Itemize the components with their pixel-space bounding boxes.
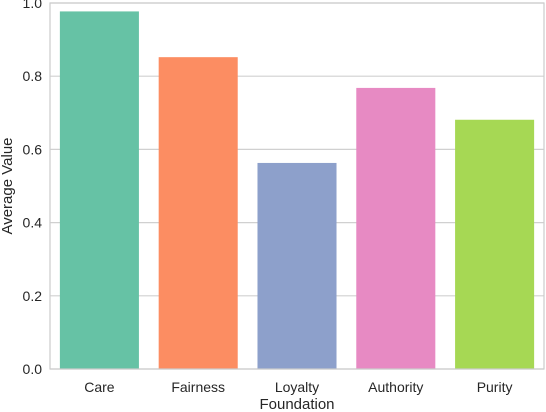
y-tick-label: 0.4 [23,215,43,231]
x-tick-labels: Care Fairness Loyalty Authority Purity [84,379,512,395]
y-tick-label: 0.2 [23,288,43,304]
plot-frame [49,2,545,370]
y-axis-title: Average Value [0,137,16,234]
bars [59,11,535,370]
x-tick-label: Fairness [171,379,225,395]
bar-loyalty [257,162,337,369]
x-axis-title: Foundation [259,396,334,412]
bar-purity [455,119,535,369]
x-tick-label: Authority [368,379,423,395]
x-tick-label: Loyalty [275,379,319,395]
bar-care [59,11,139,370]
x-tick-label: Purity [477,379,513,395]
y-tick-label: 0.0 [23,361,43,377]
bar-fairness [158,57,238,369]
y-tick-labels: 0.0 0.2 0.4 0.6 0.8 1.0 [23,0,43,377]
y-tick-label: 0.8 [23,68,43,84]
y-tick-label: 1.0 [23,0,43,11]
x-tick-label: Care [84,379,115,395]
y-tick-label: 0.6 [23,141,43,157]
bar-authority [356,87,436,370]
